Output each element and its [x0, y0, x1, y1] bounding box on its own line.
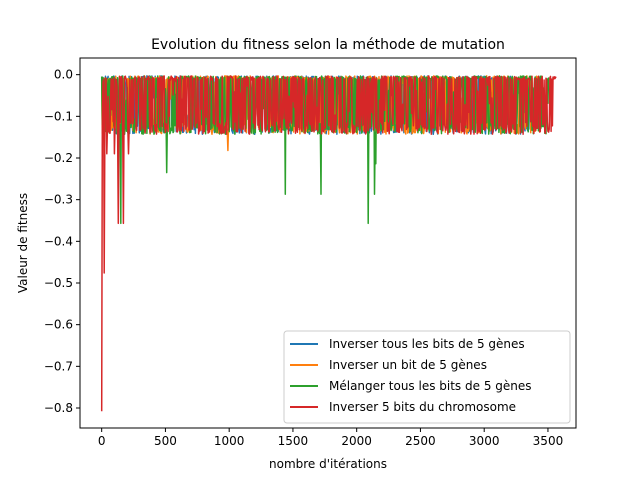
- chart-title: Evolution du fitness selon la méthode de…: [151, 37, 505, 53]
- x-tick-label: 3500: [533, 434, 564, 448]
- x-tick-label: 500: [154, 434, 177, 448]
- legend-box: [283, 330, 571, 424]
- y-tick-label: −0.3: [44, 193, 73, 207]
- x-axis: 0 500 1000 1500 2000 2500 3000 3500: [98, 428, 563, 448]
- x-tick-label: 3000: [469, 434, 500, 448]
- x-tick-label: 1500: [278, 434, 309, 448]
- x-axis-label: nombre d'itérations: [269, 457, 387, 471]
- x-tick-label: 2500: [405, 434, 436, 448]
- y-tick-label: −0.4: [44, 234, 73, 248]
- x-tick-label: 0: [98, 434, 106, 448]
- legend-label: Inverser tous les bits de 5 gènes: [329, 337, 525, 351]
- series-layer: [100, 75, 557, 412]
- legend-label: Inverser 5 bits du chromosome: [329, 400, 516, 414]
- plot-frame: [79, 57, 577, 429]
- y-tick-label: −0.7: [44, 359, 73, 373]
- legend: Inverser tous les bits de 5 gènes Inverse…: [283, 330, 571, 424]
- y-tick-label: −0.1: [44, 109, 73, 123]
- y-tick-label: 0.0: [54, 68, 73, 82]
- legend-label: Inverser un bit de 5 gènes: [329, 358, 487, 372]
- y-axis: 0.0 −0.1 −0.2 −0.3 −0.4 −0.5 −0.6 −0.7 −0.8: [44, 68, 80, 415]
- y-axis-label: Valeur de fitness: [16, 193, 30, 293]
- x-tick-label: 2000: [341, 434, 372, 448]
- y-tick-label: −0.5: [44, 276, 73, 290]
- y-tick-label: −0.8: [44, 401, 73, 415]
- y-tick-label: −0.6: [44, 318, 73, 332]
- y-tick-label: −0.2: [44, 151, 73, 165]
- x-tick-label: 1000: [214, 434, 245, 448]
- legend-label: Mélanger tous les bits de 5 gènes: [329, 379, 532, 393]
- series-line-4: [100, 75, 557, 412]
